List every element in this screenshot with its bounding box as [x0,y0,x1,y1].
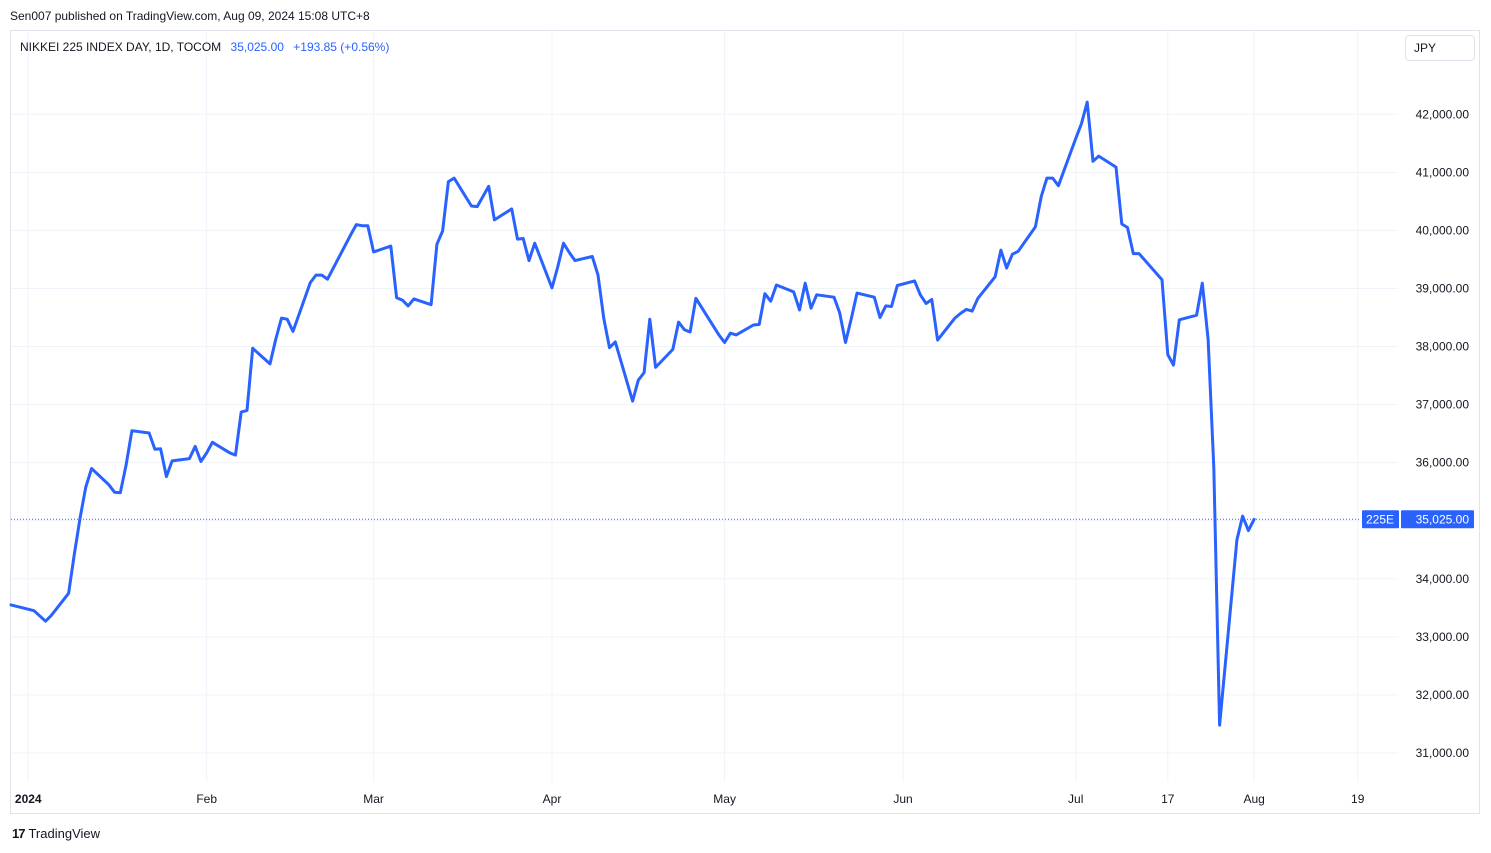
x-tick-label: May [713,792,736,806]
chart-frame[interactable] [10,30,1480,814]
y-tick-label: 33,000.00 [1416,630,1470,644]
currency-button[interactable]: JPY [1405,35,1475,61]
ticker-tag-bg [1362,510,1399,529]
grid-lines [11,31,1398,782]
tradingview-logo[interactable]: 17 TradingView [12,826,100,841]
x-tick-label: 19 [1351,792,1365,806]
y-tick-label: 41,000.00 [1416,165,1470,179]
y-tick-label: 36,000.00 [1416,456,1470,470]
x-tick-label: Aug [1243,792,1264,806]
ticker-tag-label: 225E [1366,512,1394,526]
tradingview-logo-icon: 17 [12,826,26,841]
legend-symbol: NIKKEI 225 INDEX DAY, 1D, TOCOM [20,40,222,54]
y-tick-label: 32,000.00 [1416,688,1470,702]
tradingview-brand: TradingView [28,826,101,841]
price-tag-label: 35,025.00 [1416,512,1470,526]
y-tick-label: 42,000.00 [1416,107,1470,121]
price-tag: 225E 35,025.00 [1362,510,1474,529]
published-by-text: Sen007 published on TradingView.com, Aug… [10,9,370,23]
y-tick-label: 37,000.00 [1416,398,1470,412]
series-line [9,100,1256,727]
x-tick-label: Apr [543,792,562,806]
y-tick-label: 39,000.00 [1416,281,1470,295]
y-axis-labels: 31,000.00 32,000.00 33,000.00 34,000.00 35,0… [1416,107,1470,760]
x-tick-label: Feb [196,792,217,806]
x-tick-label: 2024 [15,792,42,806]
x-tick-label: Jul [1068,792,1083,806]
x-tick-label: 17 [1161,792,1175,806]
y-tick-label: 31,000.00 [1416,746,1470,760]
x-tick-label: Mar [363,792,384,806]
legend-last-value: 35,025.00 [230,40,284,54]
legend-change: +193.85 (+0.56%) [293,40,390,54]
x-axis-labels: 2024 Feb Mar Apr May Jun Jul 17 Aug 19 [15,792,1365,806]
y-tick-label: 38,000.00 [1416,340,1470,354]
y-tick-label: 40,000.00 [1416,223,1470,237]
y-tick-label: 34,000.00 [1416,572,1470,586]
x-tick-label: Jun [893,792,912,806]
chart-legend: NIKKEI 225 INDEX DAY, 1D, TOCOM 35,025.0… [20,40,389,54]
price-tag-bg [1401,510,1474,529]
